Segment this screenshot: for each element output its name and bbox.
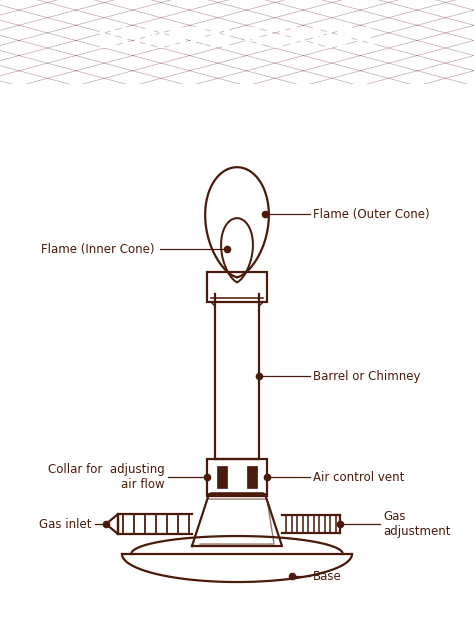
Text: Collar for  adjusting
air flow: Collar for adjusting air flow — [48, 463, 165, 491]
Text: Gas
adjustment: Gas adjustment — [383, 510, 450, 538]
Text: Flame (Inner Cone): Flame (Inner Cone) — [42, 242, 155, 256]
Text: Barrel or Chimney: Barrel or Chimney — [313, 369, 420, 383]
Bar — [207, 459, 267, 496]
Bar — [207, 272, 267, 302]
Text: Air control vent: Air control vent — [313, 471, 404, 484]
Text: Base: Base — [313, 570, 342, 582]
Text: BUNSEN BURNER: BUNSEN BURNER — [97, 26, 377, 54]
Text: Gas inlet: Gas inlet — [39, 517, 92, 531]
Text: Flame (Outer Cone): Flame (Outer Cone) — [313, 207, 429, 221]
Bar — [217, 466, 227, 488]
Bar — [247, 466, 257, 488]
